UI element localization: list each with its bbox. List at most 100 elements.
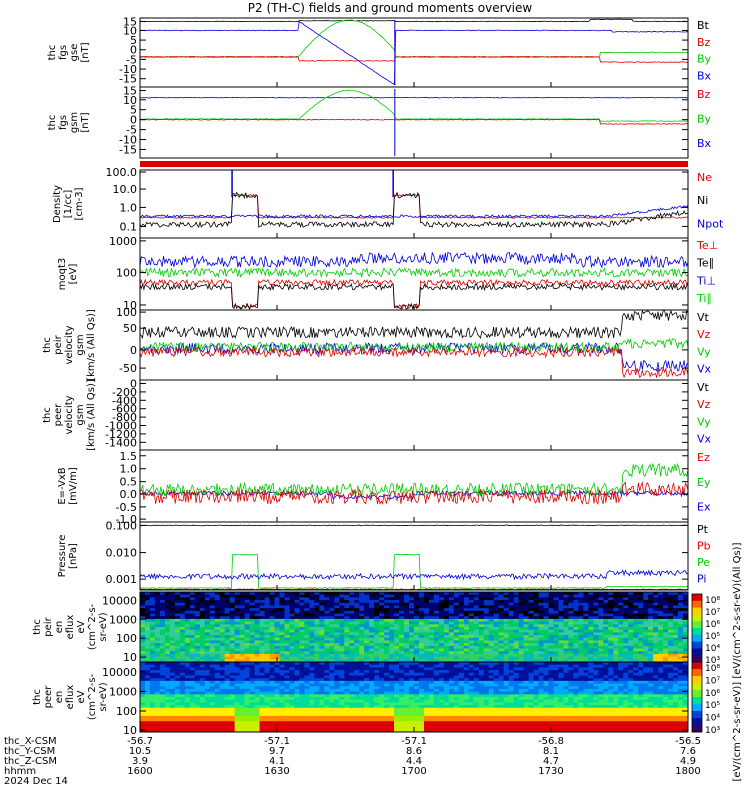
spectrogram-cell [174,643,181,647]
spectrogram-cell [319,602,325,606]
spectrogram-cell [324,597,330,601]
spectrogram-cell [214,659,221,663]
spectrogram-cell [488,694,495,698]
spectrogram-cell [414,702,420,706]
spectrogram-cell [189,691,196,695]
spectrogram-cell [209,624,216,628]
spectrogram-cell [538,627,544,631]
spectrogram-cell [404,621,410,625]
spectrogram-cell [314,621,320,625]
spectrogram-cell [598,602,604,606]
spectrogram-cell [179,678,186,682]
spectrogram-cell [568,635,574,639]
spectrogram-cell [199,656,206,660]
spectrogram-cell [394,648,400,652]
spectrogram-cell [154,686,161,690]
spectrogram-cell [319,651,325,655]
spectrogram-cell [394,705,400,709]
spectrogram-cell [179,594,186,598]
spectrogram-cell [179,659,186,663]
spectrogram-cell [463,637,470,641]
spectrogram-cell [548,616,554,620]
spectrogram-cell [364,670,370,674]
spectrogram-cell [438,653,445,658]
spectrogram-cell [588,600,594,604]
spectrogram-cell [483,675,490,679]
spectrogram-cell [269,678,275,682]
spectrogram-cell [463,713,470,717]
spectrogram-cell [553,637,559,641]
spectrogram-cell [448,688,455,693]
spectrogram-cell [658,594,664,598]
spectrogram-cell [453,602,460,606]
spectrogram-cell [284,594,290,598]
spectrogram-cell [448,602,455,606]
y-tick-label: -400 [112,394,137,407]
spectrogram-cell [428,667,435,671]
spectrogram-cell [478,605,485,609]
spectrogram-cell [149,629,156,633]
spectrogram-cell [259,723,265,728]
spectrogram-cell [633,635,639,639]
spectrogram-cell [399,667,405,671]
spectrogram-cell [379,691,385,695]
spectrogram-cell [438,645,445,649]
spectrogram-cell [319,610,325,614]
spectrogram-cell [344,729,350,733]
spectrogram-cell [219,648,226,652]
spectrogram-cell [269,715,275,719]
spectrogram-cell [179,600,186,604]
spectrogram-cell [264,707,270,711]
spectrogram-cell [374,672,380,676]
spectrogram-cell [648,597,654,601]
spectrogram-cell [414,616,420,620]
spectrogram-cell [309,608,315,612]
spectrogram-cell [568,594,574,598]
spectrogram-cell [289,637,295,641]
spectrogram-cell [384,670,390,674]
spectrogram-cell [299,653,305,658]
y-axis-label: eV [76,620,87,633]
spectrogram-cell [638,592,644,596]
spectrogram-cell [319,670,325,674]
spectrogram-cell [214,613,221,617]
spectrogram-cell [463,697,470,701]
spectrogram-cell [394,697,400,701]
spectrogram-cell [638,632,644,636]
spectrogram-cell [678,643,684,647]
spectrogram-cell [319,694,325,698]
spectrogram-cell [633,632,639,636]
spectrogram-cell [453,715,460,719]
spectrogram-cell [254,688,260,693]
spectrogram-cell [354,600,360,604]
spectrogram-cell [653,600,659,604]
spectrogram-cell [423,683,430,687]
spectrogram-cell [359,648,365,652]
spectrogram-cell [638,594,644,598]
spectrogram-cell [394,600,400,604]
spectrogram-cell [628,624,634,628]
spectrogram-cell [149,697,156,701]
spectrogram-cell [538,600,544,604]
spectrogram-cell [224,627,231,631]
y-axis-label: thc [47,115,58,131]
spectrogram-cell [603,659,609,663]
spectrogram-cell [244,680,250,684]
spectrogram-cell [149,694,156,698]
spectrogram-cell [399,718,405,722]
spectrogram-cell [254,629,260,633]
spectrogram-cell [618,632,624,636]
spectrogram-cell [473,707,480,711]
spectrogram-cell [254,653,260,658]
spectrogram-cell [219,651,226,655]
spectrogram-cell [314,718,320,722]
y-axis-label: [nT] [80,42,91,62]
spectrogram-cell [174,721,181,725]
spectrogram-cell [279,621,285,625]
spectrogram-cell [369,640,375,644]
spectrogram-cell [518,602,524,606]
spectrogram-cell [374,675,380,679]
spectrogram-cell [294,686,300,690]
spectrogram-cell [678,637,684,641]
spectrogram-cell [488,613,495,617]
